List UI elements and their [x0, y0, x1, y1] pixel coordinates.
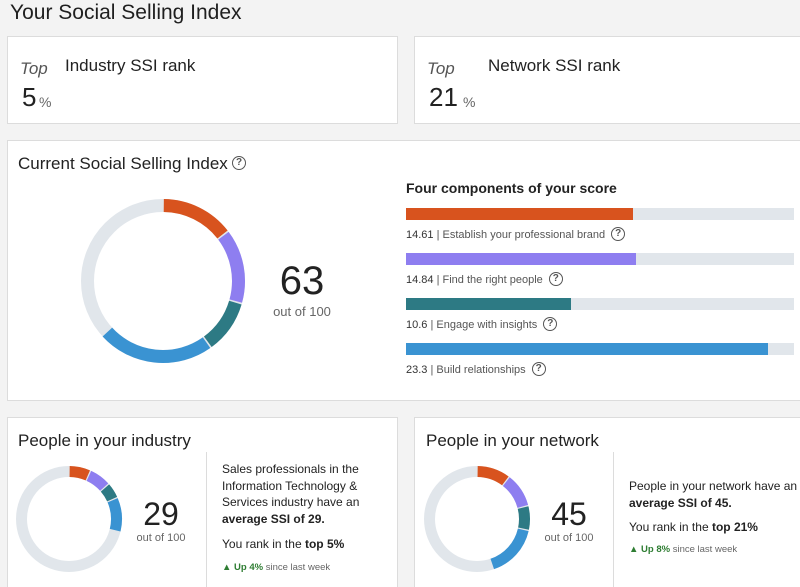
component-name-relationships: Build relationships [436, 363, 526, 376]
component-bar-people [406, 253, 794, 265]
donut-segment-0 [477, 466, 509, 486]
industry-rank-text: You rank in the [222, 537, 302, 551]
network-card [414, 417, 800, 587]
component-label-people: 14.84 | Find the right people? [406, 272, 563, 287]
insights-help-icon[interactable]: ? [543, 317, 558, 331]
industry-rank-unit: % [39, 94, 52, 110]
network-rank-text: You rank in the [629, 520, 709, 534]
component-bar-brand-fill [406, 208, 633, 220]
industry-rank-prefix: Top [20, 59, 48, 78]
donut-segment-2 [100, 484, 118, 502]
current-ssi-help-icon[interactable]: ? [232, 156, 246, 170]
industry-desc-average: average SSI of 29. [222, 511, 325, 526]
brand-help-icon[interactable]: ? [611, 227, 626, 241]
network-score: 45 [551, 496, 587, 532]
donut-segment-2 [517, 506, 530, 530]
component-value-people: 14.84 [406, 273, 434, 286]
network-rank-top: top 21% [711, 520, 758, 534]
donut-segment-0 [69, 466, 90, 481]
donut-segment-1 [502, 477, 529, 509]
industry-description: Sales professionals in the Information T… [222, 461, 382, 527]
component-bar-insights-fill [406, 298, 571, 310]
industry-rank-card: Top 5 % Industry SSI rank [7, 36, 398, 124]
component-bar-insights [406, 298, 794, 310]
page-title: Your Social Selling Index [10, 1, 242, 24]
component-name-brand: Establish your professional brand [442, 228, 606, 241]
industry-rank-top: top 5% [304, 537, 345, 551]
industry-trend-up: ▲ Up 4% [222, 562, 264, 573]
industry-score: 29 [143, 496, 179, 532]
network-description: People in your network have an average S… [629, 478, 799, 511]
industry-out-of: out of 100 [136, 532, 186, 544]
component-name-insights: Engage with insights [436, 318, 538, 331]
industry-rank-label: Industry SSI rank [65, 56, 196, 75]
network-rank-value: 21 [429, 82, 458, 112]
industry-divider [206, 452, 207, 587]
component-bar-relationships [406, 343, 794, 355]
donut-segment-3 [490, 528, 529, 570]
network-divider [613, 452, 614, 587]
donut-segment-3 [107, 498, 122, 532]
industry-trend: ▲ Up 4% since last week [222, 562, 330, 573]
industry-card [7, 417, 398, 587]
industry-title: People in your industry [18, 431, 191, 450]
network-rank-label: Network SSI rank [488, 56, 621, 75]
component-bar-brand [406, 208, 794, 220]
industry-donut-chart [16, 466, 122, 572]
ssi-score: 63 [279, 259, 325, 303]
industry-trend-since: since last week [265, 562, 331, 573]
components-title: Four components of your score [406, 180, 617, 196]
network-rank-unit: % [463, 94, 476, 110]
donut-segment-0 [163, 199, 228, 239]
network-donut-chart [424, 466, 530, 572]
network-rank-card: Top 21 % Network SSI rank [414, 36, 800, 124]
donut-segment-1 [86, 470, 109, 491]
network-rank-line: You rank in the top 21% [629, 520, 758, 534]
ssi-out-of: out of 100 [273, 304, 331, 319]
component-label-brand: 14.61 | Establish your professional bran… [406, 227, 626, 242]
current-ssi-title: Current Social Selling Index [18, 154, 228, 173]
component-label-relationships: 23.3 | Build relationships? [406, 362, 546, 377]
component-label-insights: 10.6 | Engage with insights? [406, 317, 558, 332]
ssi-donut-chart [81, 199, 245, 363]
industry-rank-value: 5 [22, 82, 37, 112]
component-value-brand: 14.61 [406, 228, 434, 241]
network-trend-since: since last week [672, 544, 738, 555]
donut-segment-3 [102, 327, 211, 363]
industry-desc-text: Sales professionals in the Information T… [222, 462, 360, 509]
component-value-relationships: 23.3 [406, 363, 428, 376]
donut-segment-2 [203, 300, 242, 347]
component-value-insights: 10.6 [406, 318, 428, 331]
component-bar-people-fill [406, 253, 637, 265]
network-desc-text: People in your network have an [629, 479, 798, 493]
relationships-help-icon[interactable]: ? [531, 362, 546, 376]
component-name-people: Find the right people [442, 273, 543, 286]
network-rank-prefix: Top [427, 59, 455, 78]
network-title: People in your network [426, 431, 599, 450]
network-out-of: out of 100 [544, 532, 594, 544]
component-bar-relationships-fill [406, 343, 768, 355]
network-trend: ▲ Up 8% since last week [629, 544, 737, 555]
people-help-icon[interactable]: ? [548, 272, 563, 286]
network-trend-up: ▲ Up 8% [629, 544, 671, 555]
industry-rank-line: You rank in the top 5% [222, 537, 344, 551]
network-desc-average: average SSI of 45. [629, 495, 732, 510]
donut-segment-1 [218, 231, 245, 303]
